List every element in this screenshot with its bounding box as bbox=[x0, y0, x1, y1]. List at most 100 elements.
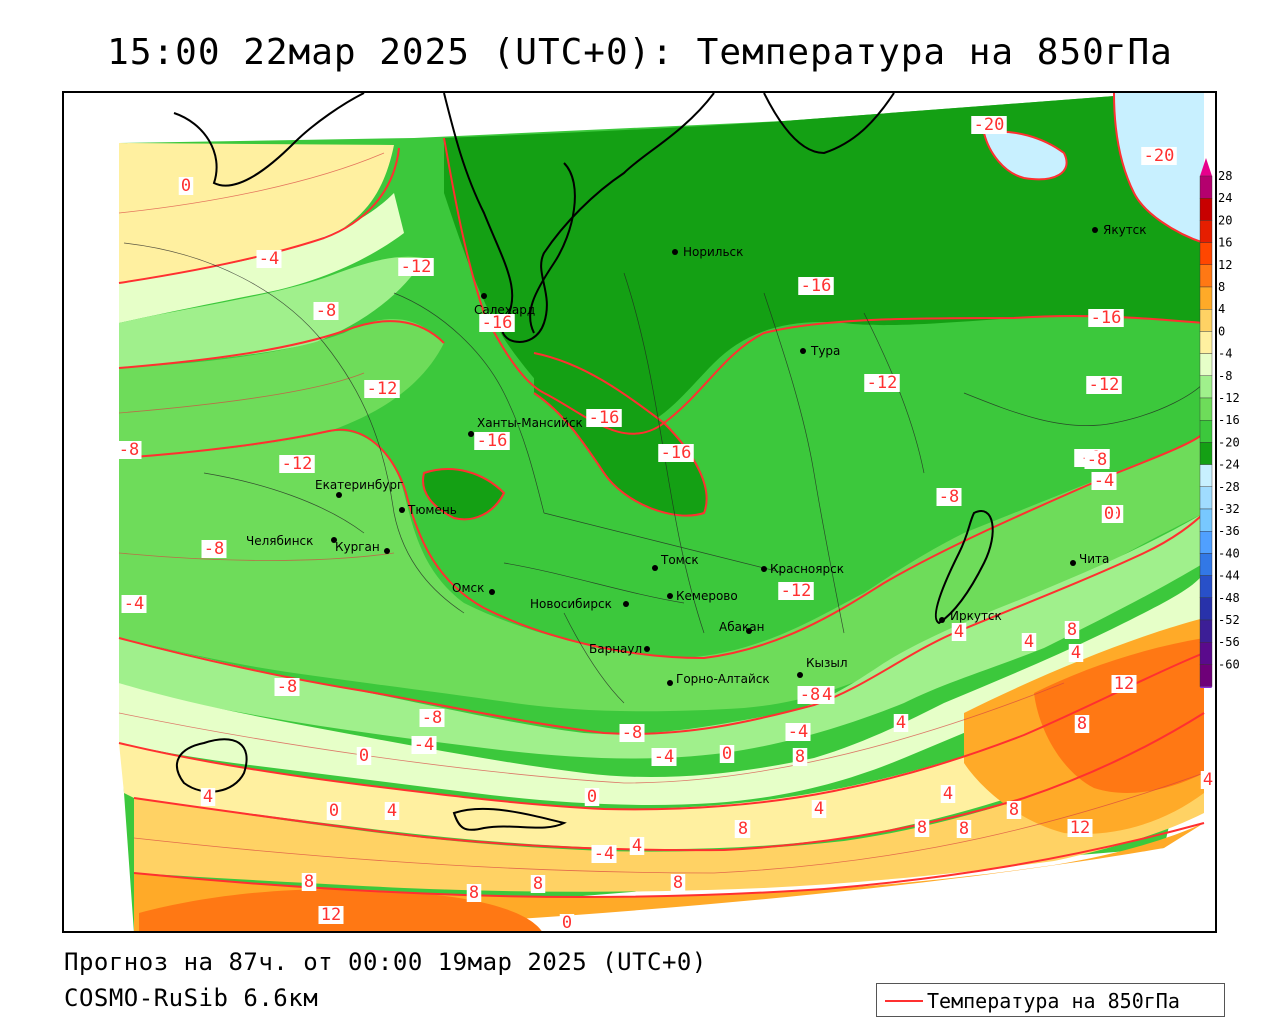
contour-label: -12 bbox=[282, 454, 313, 474]
contour-label: 0 bbox=[181, 176, 191, 196]
colorbar-tick-label: -32 bbox=[1218, 502, 1240, 516]
colorbar-bin bbox=[1199, 286, 1213, 310]
colorbar-tick-label: -16 bbox=[1218, 413, 1240, 427]
colorbar-bin bbox=[1199, 553, 1213, 576]
city-marker bbox=[652, 565, 658, 571]
contour-label-bg bbox=[591, 845, 617, 863]
contour-label-bg bbox=[274, 678, 300, 696]
colorbar-tick-label: -52 bbox=[1218, 613, 1240, 627]
contour-label-bg bbox=[811, 800, 827, 818]
contour-label-bg bbox=[411, 736, 437, 754]
colorbar-tick-label: -44 bbox=[1218, 569, 1240, 583]
contour-label: 4 bbox=[387, 801, 397, 821]
contour-label-bg bbox=[1084, 451, 1110, 469]
city-label: Кемерово bbox=[676, 589, 738, 603]
city-label: Екатеринбург bbox=[315, 478, 403, 492]
contour-label: 8 bbox=[533, 874, 543, 894]
contour-label-bg bbox=[586, 409, 622, 427]
colorbar-tick-label: -40 bbox=[1218, 546, 1240, 560]
contour-label: -16 bbox=[801, 276, 832, 296]
contour-label: 8 bbox=[1009, 800, 1019, 820]
contour-label-bg bbox=[178, 177, 194, 195]
city-label: Горно-Алтайск bbox=[676, 672, 770, 686]
contour-label: 12 bbox=[321, 905, 341, 925]
contour-label: -12 bbox=[401, 257, 432, 277]
colorbar-tick-label: 28 bbox=[1218, 169, 1232, 183]
colorbar-bin bbox=[1199, 397, 1213, 421]
contour-label: 8 bbox=[304, 872, 314, 892]
colorbar-tick-label: 0 bbox=[1218, 324, 1225, 338]
contour-label: -16 bbox=[589, 408, 620, 428]
contour-label-bg bbox=[651, 748, 677, 766]
colorbar-tick-label: -36 bbox=[1218, 524, 1240, 538]
contour-label: -16 bbox=[482, 313, 513, 333]
city-label: Барнаул bbox=[589, 642, 642, 656]
contour-label-bg bbox=[956, 820, 972, 838]
colorbar-bin bbox=[1199, 353, 1213, 377]
city-label: Салехард bbox=[474, 303, 535, 317]
contour-label: -8 bbox=[119, 440, 139, 460]
colorbar-tick-label: -20 bbox=[1218, 435, 1240, 449]
contour-label: -4 bbox=[414, 735, 434, 755]
colorbar-tick-label: 12 bbox=[1218, 258, 1232, 272]
contour-label: 4 bbox=[943, 784, 953, 804]
city-marker bbox=[468, 431, 474, 437]
city-label: Якутск bbox=[1103, 223, 1147, 237]
contour-label: -4 bbox=[654, 747, 674, 767]
colorbar-tick-label: 24 bbox=[1218, 191, 1232, 205]
city-marker bbox=[667, 680, 673, 686]
contour-label: -4 bbox=[788, 722, 808, 742]
city-label: Чита bbox=[1079, 552, 1109, 566]
city-marker bbox=[384, 548, 390, 554]
colorbar-bin bbox=[1199, 198, 1213, 221]
contour-label: 8 bbox=[738, 819, 748, 839]
contour-label-bg bbox=[398, 258, 434, 276]
forecast-caption: Прогноз на 87ч. от 00:00 19мар 2025 (UTC… bbox=[64, 948, 707, 976]
contour-label-bg bbox=[256, 250, 282, 268]
contour-label: -16 bbox=[661, 443, 692, 463]
contour-label: -12 bbox=[867, 373, 898, 393]
colorbar-top-arrow bbox=[1200, 158, 1212, 176]
colorbar-bin bbox=[1199, 420, 1213, 443]
contour-label-bg bbox=[951, 623, 967, 641]
contour-label-bg bbox=[530, 875, 546, 893]
contour-label-bg bbox=[1086, 376, 1122, 394]
colorbar-bin bbox=[1199, 642, 1213, 665]
contour-label-bg bbox=[778, 582, 814, 600]
city-label: Тюмень bbox=[407, 503, 457, 517]
city-label: Омск bbox=[452, 581, 484, 595]
colorbar-bottom-arrow bbox=[1200, 686, 1212, 688]
contour-label-bg bbox=[1101, 505, 1117, 523]
contour-label-bg bbox=[798, 277, 834, 295]
contour-label-bg bbox=[914, 819, 930, 837]
contour-label-bg bbox=[1021, 633, 1037, 651]
contour-label: -16 bbox=[477, 431, 508, 451]
contour-label-bg bbox=[792, 748, 808, 766]
contour-label: -4 bbox=[1094, 471, 1114, 491]
contour-label-bg bbox=[1091, 472, 1117, 490]
contour-label: 12 bbox=[1114, 674, 1134, 694]
city-marker bbox=[746, 628, 752, 634]
legend: Температура на 850гПа bbox=[876, 983, 1225, 1017]
model-caption: COSMO-RuSib 6.6км bbox=[64, 984, 319, 1012]
contour-label: -8 bbox=[316, 301, 336, 321]
city-label: Абакан bbox=[719, 620, 764, 634]
colorbar-bin bbox=[1199, 508, 1213, 532]
contour-label-bg bbox=[1067, 819, 1093, 837]
colorbar-tick-label: -4 bbox=[1218, 347, 1232, 361]
page-title: 15:00 22мар 2025 (UTC+0): Температура на… bbox=[107, 32, 1173, 73]
contour-label: 4 bbox=[203, 787, 213, 807]
contour-label-bg bbox=[1200, 771, 1215, 789]
contour-label-bg bbox=[1111, 675, 1137, 693]
contour-label: -4 bbox=[594, 844, 614, 864]
contour-label-bg bbox=[384, 802, 400, 820]
isotherm-lines bbox=[118, 93, 1205, 898]
legend-line-swatch bbox=[885, 1000, 923, 1002]
contour-label: -12 bbox=[781, 581, 812, 601]
contour-label-bg bbox=[200, 788, 216, 806]
city-marker bbox=[399, 507, 405, 513]
contour-label-bg bbox=[1141, 147, 1177, 165]
secondary-contours bbox=[118, 152, 1205, 874]
colorbar-tick-label: -56 bbox=[1218, 635, 1240, 649]
contour-label: 12 bbox=[1070, 818, 1090, 838]
